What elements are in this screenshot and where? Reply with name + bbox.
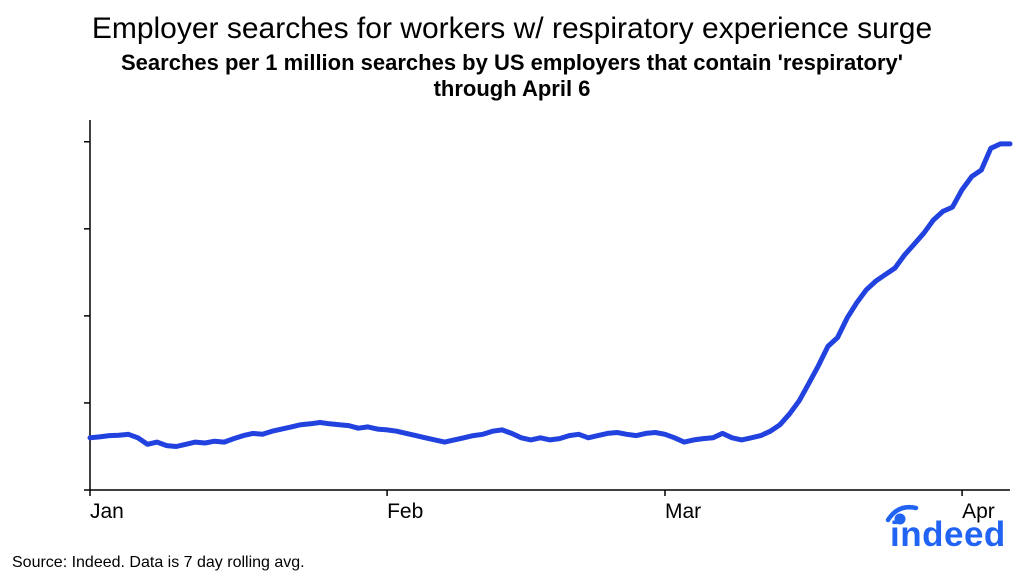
chart-title: Employer searches for workers w/ respira… (0, 12, 1024, 46)
chart-container: { "chart": { "type": "line", "title": "E… (0, 0, 1024, 582)
plot-area: 02000400060008000JanFebMarApr (80, 120, 1020, 540)
chart-subtitle-line2: through April 6 (434, 76, 591, 101)
x-tick-label: Mar (665, 500, 701, 523)
source-text: Source: Indeed. Data is 7 day rolling av… (12, 554, 305, 572)
indeed-logo-text: indeed (890, 515, 1006, 552)
chart-subtitle-line1: Searches per 1 million searches by US em… (121, 50, 903, 75)
chart-subtitle: Searches per 1 million searches by US em… (0, 50, 1024, 103)
x-tick-label: Jan (90, 500, 124, 523)
x-tick-label: Feb (387, 500, 423, 523)
indeed-logo: indeed (880, 502, 1010, 557)
data-series-line (90, 144, 1010, 447)
